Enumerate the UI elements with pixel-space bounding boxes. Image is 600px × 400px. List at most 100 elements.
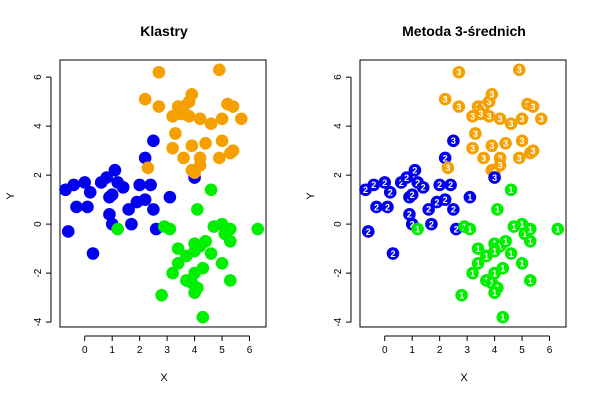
- data-point-label: 1: [476, 259, 481, 269]
- data-point: [188, 286, 201, 300]
- data-point-label: 3: [481, 153, 486, 163]
- data-point: [204, 247, 218, 260]
- data-point-label: 3: [470, 143, 475, 153]
- series-cluster-3: [138, 63, 248, 179]
- series-cluster-3: 3333333333333333333333333333333: [438, 63, 548, 179]
- data-point: [213, 151, 226, 165]
- data-point: [477, 151, 490, 165]
- data-point-label: 2: [388, 188, 393, 198]
- x-tick-label: 4: [492, 345, 498, 356]
- series-cluster-1: [111, 183, 265, 324]
- data-point: [215, 112, 229, 126]
- data-point: [523, 222, 537, 236]
- data-point: [138, 92, 152, 106]
- data-point-label: 1: [470, 268, 475, 278]
- data-point: [122, 203, 135, 216]
- data-point-label: 1: [500, 264, 505, 274]
- data-point: [144, 178, 157, 192]
- data-point-label: 1: [509, 249, 514, 259]
- data-point: [551, 222, 565, 236]
- data-point: [499, 234, 512, 248]
- data-point: [166, 141, 179, 155]
- y-tick-label: -4: [33, 317, 44, 326]
- chart-title: Metoda 3-średnich: [402, 23, 526, 39]
- data-point-label: 3: [531, 146, 536, 156]
- y-tick-label: -2: [33, 268, 44, 277]
- y-tick-label: -2: [333, 268, 344, 277]
- series-cluster-3: 33: [447, 134, 501, 184]
- series-cluster-2: [59, 134, 201, 260]
- data-point: [513, 151, 526, 165]
- data-point: [152, 65, 166, 79]
- data-point-label: 2: [434, 197, 439, 207]
- data-point: [111, 222, 124, 236]
- x-axis-label: X: [160, 372, 168, 384]
- data-point-label: 3: [498, 161, 503, 171]
- data-point: [105, 188, 119, 202]
- plot-frame: [359, 59, 567, 328]
- y-axis-label: Y: [305, 192, 317, 200]
- data-point: [523, 274, 537, 287]
- y-tick-label: 2: [333, 172, 344, 178]
- data-point: [496, 310, 510, 324]
- data-point-label: 2: [415, 178, 420, 188]
- data-point: [251, 222, 265, 236]
- data-point: [452, 100, 466, 113]
- data-point: [199, 234, 212, 248]
- series-cluster-1: 111111111111111111111111111111: [411, 183, 565, 324]
- data-point-label: 2: [366, 227, 371, 237]
- data-point-label: 1: [520, 259, 525, 269]
- data-point: [185, 139, 199, 153]
- data-point-label: 1: [467, 192, 472, 202]
- data-point: [86, 247, 100, 260]
- data-point-label: 2: [451, 205, 456, 215]
- data-point: [433, 178, 446, 192]
- data-point: [81, 200, 94, 214]
- x-tick-label: 4: [192, 345, 198, 356]
- series-cluster-1: 1: [463, 190, 477, 204]
- data-point: [180, 249, 193, 263]
- data-point-label: 3: [498, 153, 503, 163]
- data-point: [493, 112, 507, 126]
- data-point-label: 3: [487, 112, 492, 122]
- data-point: [441, 161, 455, 175]
- data-point-label: 3: [517, 65, 522, 75]
- data-point: [447, 134, 460, 148]
- data-point: [367, 178, 381, 192]
- data-point-label: 3: [489, 141, 494, 151]
- data-point: [425, 217, 438, 231]
- data-point: [471, 257, 485, 270]
- data-point: [526, 100, 540, 113]
- data-point: [515, 257, 529, 270]
- data-point: [469, 127, 482, 140]
- data-point: [171, 257, 185, 270]
- data-point-label: 1: [498, 241, 503, 251]
- data-point: [61, 225, 75, 238]
- data-point-label: 2: [382, 178, 387, 188]
- data-point: [70, 200, 83, 214]
- x-tick-label: 1: [109, 345, 115, 356]
- data-point: [452, 65, 466, 79]
- data-point: [408, 163, 422, 177]
- data-point-label: 1: [484, 251, 489, 261]
- data-point-label: 2: [443, 195, 448, 205]
- data-point: [504, 183, 518, 197]
- data-point: [223, 234, 237, 248]
- data-point: [444, 178, 457, 192]
- data-point: [78, 176, 92, 189]
- data-point: [185, 87, 199, 101]
- data-point: [226, 100, 240, 113]
- y-tick-label: 2: [33, 172, 44, 178]
- data-point: [141, 161, 155, 175]
- data-point-label: 2: [443, 153, 448, 163]
- data-point-label: 2: [421, 183, 426, 193]
- data-point-label: 2: [410, 190, 415, 200]
- data-point-label: 2: [404, 173, 409, 183]
- data-point-label: 3: [456, 102, 461, 112]
- x-tick-label: 2: [437, 345, 443, 356]
- chart-klastry: Klastry X Y 0 1 2 3 4 5 6 -4 -2 0 2 4 6: [5, 23, 267, 384]
- x-tick-label: 3: [464, 345, 470, 356]
- data-point: [438, 151, 452, 165]
- data-point-label: 2: [454, 224, 459, 234]
